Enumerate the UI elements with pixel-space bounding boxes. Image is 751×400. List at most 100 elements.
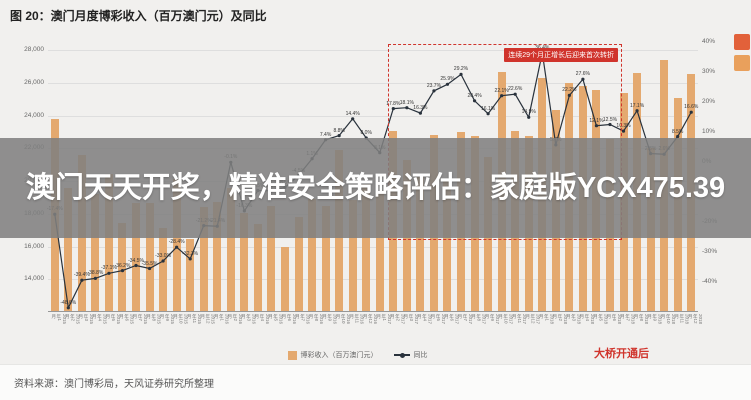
floating-tag-icon[interactable] <box>734 55 750 71</box>
x-axis-label: 2016年11月 <box>349 314 365 325</box>
x-axis-label: 2016年6月 <box>281 314 297 325</box>
bar <box>375 192 384 311</box>
yoy-label: 12.5% <box>602 116 618 123</box>
bridge-open-annotation: 大桥开通后 <box>594 348 649 360</box>
yoy-label: 27.6% <box>575 71 590 78</box>
gridline <box>48 115 698 117</box>
yoy-label: 22.2% <box>562 87 577 94</box>
x-axis-label: 2017年9月 <box>485 314 501 325</box>
legend-label-revenue: 博彩收入（百万澳门元） <box>300 352 378 359</box>
bar <box>145 202 154 311</box>
yoy-label: 17.8% <box>386 100 401 107</box>
yoy-label: 14.4% <box>345 110 360 117</box>
yoy-label: 22.6% <box>508 86 523 93</box>
yoy-label: -48.6% <box>60 299 77 306</box>
yoy-label: 20.4% <box>467 92 482 99</box>
bar <box>308 199 317 311</box>
bar <box>118 223 127 311</box>
gridline <box>48 279 698 281</box>
bar <box>172 179 181 311</box>
yoy-label: 10.3% <box>616 123 631 130</box>
yoy-label: -33.0% <box>155 253 172 259</box>
bar <box>226 187 235 311</box>
overlay-banner: 澳门天天开奖，精准安全策略评估：家庭版YCX475.39 <box>0 138 751 238</box>
x-axis-label: 2018年12月 <box>688 314 704 325</box>
y-axis-tick-label: 16,000 <box>24 242 44 250</box>
x-axis-label: 2015年7月 <box>133 314 149 325</box>
bar <box>64 187 73 311</box>
gridline <box>48 246 698 248</box>
x-axis-label: 2016年5月 <box>268 314 284 325</box>
chart-title: 图 20：澳门月度博彩收入（百万澳门元）及同比 <box>10 9 267 23</box>
y-axis-right-tick-label: -40% <box>702 278 718 285</box>
x-axis-label: 2015年2月 <box>65 314 81 325</box>
yoy-label: -32.3% <box>182 250 199 257</box>
yoy-label: 23.7% <box>426 82 442 89</box>
yoy-label: 8.5% <box>671 128 684 135</box>
x-axis-label: 2018年2月 <box>552 314 568 325</box>
yoy-label: 29.2% <box>453 66 469 73</box>
bar <box>443 180 452 311</box>
x-axis-label: 2017年12月 <box>525 314 541 325</box>
x-axis-label: 2015年1月 <box>51 314 67 325</box>
y-axis-right-tick-label: 30% <box>702 68 716 75</box>
legend: 博彩收入（百万澳门元） 同比 <box>0 350 733 360</box>
floating-tag-icon[interactable] <box>734 34 750 50</box>
x-axis-label: 2015年10月 <box>173 314 189 325</box>
x-axis-label: 2017年2月 <box>390 314 406 325</box>
yoy-label: -37.1% <box>101 265 117 272</box>
x-axis-label: 2018年5月 <box>593 314 609 325</box>
x-axis-label: 2015年6月 <box>119 314 135 325</box>
y-axis-right-tick-label: 20% <box>702 98 716 105</box>
x-axis-label: 2015年12月 <box>200 314 216 325</box>
bar <box>199 207 208 311</box>
x-axis-label: 2015年3月 <box>78 314 94 325</box>
bar <box>280 247 289 311</box>
x-axis-label: 2016年4月 <box>254 314 270 325</box>
x-axis-label: 2018年3月 <box>566 314 582 325</box>
x-axis-label: 2016年3月 <box>241 314 257 325</box>
x-axis-label: 2015年9月 <box>160 314 176 325</box>
yoy-label: -36.2% <box>114 262 131 269</box>
y-axis-tick-label: 14,000 <box>24 275 44 283</box>
x-axis-label: 2018年9月 <box>647 314 663 325</box>
bar <box>321 205 330 311</box>
overlay-text: 澳门天天开奖，精准安全策略评估：家庭版YCX475.39 <box>25 171 726 204</box>
bar <box>348 200 357 311</box>
yoy-label: 36.4% <box>535 45 549 51</box>
x-axis-label: 2017年5月 <box>430 314 446 325</box>
x-axis-label: 2018年8月 <box>634 314 650 325</box>
yoy-label: 18.1% <box>399 99 414 106</box>
x-axis-label: 2018年4月 <box>579 314 595 325</box>
x-axis-label: 2015年4月 <box>92 314 108 325</box>
yoy-label: 25.9% <box>440 76 455 83</box>
x-axis-label: 2017年8月 <box>471 314 487 325</box>
yoy-label: 14.9% <box>521 109 536 116</box>
bar <box>240 213 249 311</box>
bar <box>132 202 141 311</box>
x-axis-label: 2017年10月 <box>498 314 514 325</box>
x-axis-label: 2016年12月 <box>363 314 379 325</box>
bar <box>186 239 195 311</box>
yoy-label: -39.4% <box>73 272 90 279</box>
bar <box>213 201 222 311</box>
bar <box>159 227 168 311</box>
gridline <box>48 50 698 52</box>
x-axis-label: 2016年1月 <box>214 314 230 325</box>
x-axis-label: 2018年11月 <box>674 314 690 325</box>
bar <box>294 216 303 311</box>
x-axis-label: 2015年8月 <box>146 314 162 325</box>
x-axis-label: 2015年5月 <box>105 314 121 325</box>
yoy-label: 16.6% <box>684 104 699 111</box>
y-axis-right-tick-label: -30% <box>702 248 718 255</box>
source-strip: 资料来源：澳门博彩局，天风证券研究所整理 <box>0 364 751 400</box>
yoy-label: 16.1% <box>481 105 496 112</box>
x-axis-label: 2016年8月 <box>309 314 325 325</box>
yoy-label: 16.3% <box>413 105 428 112</box>
gridline <box>48 82 698 84</box>
x-axis-label: 2017年4月 <box>417 314 433 325</box>
x-axis-label: 2017年3月 <box>403 314 419 325</box>
x-axis-label: 2016年9月 <box>322 314 338 325</box>
yoy-label: -34.5% <box>128 257 144 264</box>
